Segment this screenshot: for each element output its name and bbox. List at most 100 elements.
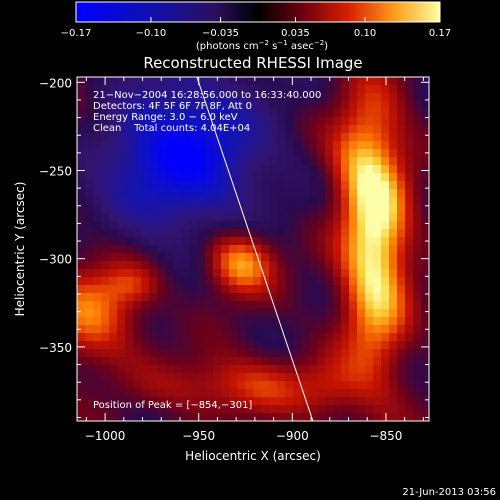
- heatmap-cell: [125, 205, 134, 214]
- heatmap-cell: [181, 389, 190, 398]
- heatmap-cell: [197, 181, 206, 190]
- heatmap-cell: [293, 285, 302, 294]
- info-panel: 21−Nov−2004 16:28:56.000 to 16:33:40.000…: [93, 90, 321, 134]
- heatmap-cell: [269, 293, 278, 302]
- heatmap-cell: [181, 293, 190, 302]
- heatmap-cell: [421, 197, 429, 206]
- heatmap-cell: [381, 325, 390, 334]
- heatmap-cell: [245, 205, 254, 214]
- heatmap-cell: [349, 413, 358, 421]
- heatmap-cell: [237, 285, 246, 294]
- heatmap-cell: [197, 333, 206, 342]
- heatmap-cell: [301, 293, 310, 302]
- heatmap-cell: [109, 325, 118, 334]
- heatmap-cell: [149, 381, 158, 390]
- heatmap-cell: [413, 357, 422, 366]
- heatmap-cell: [117, 173, 126, 182]
- heatmap-cell: [317, 309, 326, 318]
- heatmap-cell: [181, 237, 190, 246]
- heatmap-cell: [101, 149, 110, 158]
- heatmap-cell: [309, 181, 318, 190]
- heatmap-cell: [157, 221, 166, 230]
- heatmap-cell: [405, 365, 414, 374]
- heatmap-cell: [381, 349, 390, 358]
- heatmap-cell: [229, 197, 238, 206]
- heatmap-cell: [405, 301, 414, 310]
- heatmap-cell: [357, 221, 366, 230]
- heatmap-cell: [213, 293, 222, 302]
- heatmap-cell: [237, 381, 246, 390]
- info-line: Energy Range: 3.0 − 6.0 keV: [93, 112, 238, 123]
- heatmap-cell: [341, 85, 350, 94]
- heatmap-cell: [357, 141, 366, 150]
- heatmap-cell: [357, 341, 366, 350]
- heatmap-cell: [421, 157, 429, 166]
- heatmap-cell: [237, 109, 246, 118]
- heatmap-cell: [189, 309, 198, 318]
- heatmap-cell: [85, 381, 94, 390]
- heatmap-cell: [85, 237, 94, 246]
- colorbar-ticks: −0.17 −0.10 −0.035 0.035 0.10 0.17: [61, 17, 451, 39]
- heatmap-cell: [213, 245, 222, 254]
- heatmap-cell: [357, 285, 366, 294]
- heatmap-cell: [261, 341, 270, 350]
- heatmap-cell: [325, 189, 334, 198]
- heatmap-cell: [77, 125, 86, 134]
- heatmap-cell: [189, 237, 198, 246]
- heatmap-cell: [373, 141, 382, 150]
- heatmap-cell: [413, 221, 422, 230]
- heatmap-cell: [181, 85, 190, 94]
- heatmap-cell: [77, 221, 86, 230]
- heatmap-cell: [309, 157, 318, 166]
- heatmap-cell: [285, 213, 294, 222]
- heatmap-cell: [373, 309, 382, 318]
- heatmap-cell: [365, 405, 374, 414]
- heatmap-cell: [101, 221, 110, 230]
- heatmap-cell: [293, 309, 302, 318]
- heatmap-cell: [221, 181, 230, 190]
- heatmap-cell: [77, 333, 86, 342]
- heatmap-cell: [229, 85, 238, 94]
- heatmap-cell: [93, 133, 102, 142]
- heatmap-cell: [301, 205, 310, 214]
- heatmap-cell: [181, 373, 190, 382]
- heatmap-cell: [325, 165, 334, 174]
- heatmap-cell: [293, 213, 302, 222]
- heatmap-cell: [173, 301, 182, 310]
- heatmap-cell: [141, 117, 150, 126]
- heatmap-cell: [413, 373, 422, 382]
- heatmap-cell: [93, 189, 102, 198]
- heatmap-cell: [309, 149, 318, 158]
- heatmap-cell: [93, 373, 102, 382]
- heatmap-cell: [405, 141, 414, 150]
- heatmap-cell: [181, 213, 190, 222]
- heatmap-cell: [325, 333, 334, 342]
- heatmap-cell: [133, 77, 142, 86]
- heatmap-cell: [245, 245, 254, 254]
- heatmap-cell: [237, 357, 246, 366]
- heatmap-cell: [237, 293, 246, 302]
- heatmap-cell: [205, 293, 214, 302]
- heatmap-cell: [397, 269, 406, 278]
- heatmap-cell: [317, 253, 326, 262]
- heatmap-cell: [381, 245, 390, 254]
- heatmap-cell: [317, 181, 326, 190]
- heatmap-cell: [189, 213, 198, 222]
- heatmap-cell: [93, 85, 102, 94]
- heatmap-cell: [333, 77, 342, 86]
- heatmap-cell: [413, 301, 422, 310]
- heatmap-cell: [341, 93, 350, 102]
- heatmap-cell: [237, 213, 246, 222]
- heatmap-cell: [205, 397, 214, 406]
- heatmap-cell: [101, 261, 110, 270]
- heatmap-cell: [205, 133, 214, 142]
- heatmap-cell: [365, 237, 374, 246]
- heatmap-cell: [189, 173, 198, 182]
- heatmap-cell: [141, 229, 150, 238]
- heatmap-cell: [173, 389, 182, 398]
- heatmap-cell: [269, 269, 278, 278]
- heatmap-cell: [301, 365, 310, 374]
- heatmap-cell: [245, 253, 254, 262]
- heatmap-cell: [93, 389, 102, 398]
- heatmap-cell: [421, 221, 429, 230]
